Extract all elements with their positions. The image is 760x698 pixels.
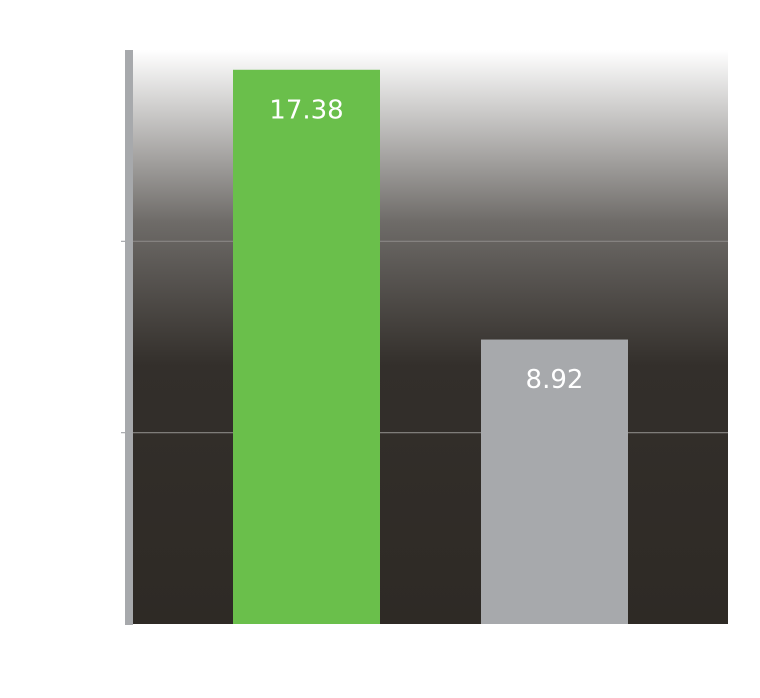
plot-background [133,50,728,624]
y-axis [125,50,133,625]
bar [233,69,380,624]
bar [481,339,628,624]
value-label: 8.92 [526,365,584,395]
value-label: 17.38 [269,95,343,125]
